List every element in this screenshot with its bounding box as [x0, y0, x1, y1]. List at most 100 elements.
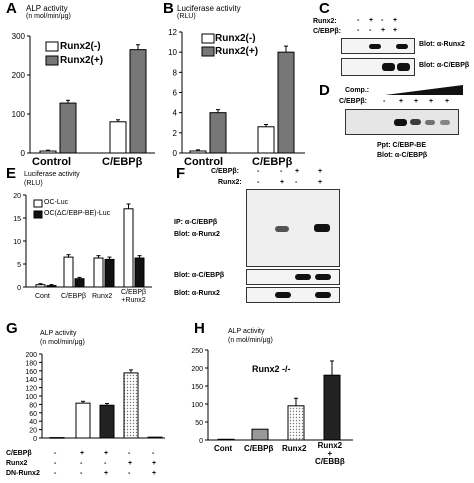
x-label-control: Control — [32, 156, 72, 168]
x-label-cont: Cont — [35, 293, 50, 300]
y-tick-label: 100 — [25, 394, 37, 401]
y-tick-label: 0 — [173, 149, 178, 158]
sign: - — [295, 179, 298, 186]
y-tick-label: 250 — [191, 348, 203, 355]
blot-cebp — [341, 58, 415, 76]
row-label-runx2: Runx2: — [218, 179, 242, 186]
y-title: Luciferase activity — [24, 171, 80, 178]
bar-runx2-plus — [129, 49, 147, 154]
y-tick-label: 2 — [173, 129, 178, 138]
bar-oc-luc — [35, 284, 46, 288]
legend-oc-delta-luc: OC(ΔC/EBP-BE)-Luc — [44, 210, 111, 217]
x-label-cont: Cont — [214, 444, 233, 453]
condition-sign: - — [80, 470, 83, 477]
blot-label-cebp: Blot: α-C/EBPβ — [174, 272, 225, 279]
panel-c: C Runx2: C/EBPβ: - + - + - - + + Blot: α… — [305, 0, 474, 80]
bar-runx2-minus — [109, 121, 127, 154]
panel-label: H — [194, 320, 205, 337]
x-label-combo: C/EBPβ +Runx2 — [121, 289, 147, 304]
cebp-label: C/EBPβ: — [339, 98, 367, 105]
bar — [217, 438, 235, 441]
y-units: (n mol/min/μg) — [228, 337, 273, 344]
blot-cebp — [246, 269, 340, 285]
y-tick-label: 0 — [199, 438, 203, 445]
y-tick-label: 5 — [17, 262, 21, 269]
legend-swatch — [45, 41, 59, 52]
panel-label: A — [6, 0, 17, 17]
chart-h: 0 50 100 150 200 250 — [191, 348, 353, 445]
panel-a: A ALP activity (n mol/min/μg) 0 100 200 300… — [0, 0, 160, 170]
row-label-cebp: C/EBPβ: — [313, 28, 341, 35]
y-tick-label: 10 — [168, 48, 177, 57]
y-title: ALP activity — [26, 4, 68, 13]
x-label-cebp: C/EBPβ — [61, 293, 87, 300]
row-label-cebp: C/EBPβ: — [211, 168, 239, 175]
sign: + — [414, 98, 419, 105]
y-tick-label: 8 — [173, 68, 178, 77]
sign: - — [257, 168, 260, 175]
bar-runx2-minus — [39, 150, 57, 154]
x-label-combo: Runx2 + C/EBBβ — [315, 441, 345, 466]
sign: - — [357, 27, 360, 34]
caption-ppt: Ppt: C/EBP-BE — [377, 142, 426, 149]
comp-wedge-icon — [385, 85, 463, 95]
legend-swatch — [33, 199, 43, 208]
y-tick-label: 6 — [173, 89, 178, 98]
panel-label: B — [163, 0, 174, 17]
sign: + — [399, 98, 404, 105]
x-label-cebp: C/EBPβ — [252, 156, 293, 168]
band — [315, 292, 331, 298]
y-tick-label: 80 — [29, 402, 37, 409]
x-label-control: Control — [184, 156, 224, 168]
band — [315, 274, 331, 280]
sign: - — [369, 27, 372, 34]
y-tick-label: 120 — [25, 386, 37, 393]
panel-d: D Comp.: C/EBPβ: - + + + + Ppt: C/EBP-BE… — [305, 82, 474, 162]
bar-oc-delta-luc — [46, 285, 57, 288]
band — [275, 292, 291, 298]
band — [440, 120, 450, 125]
panel-e: E Luciferase activity (RLU) 0 5 10 15 20 OC-… — [0, 165, 160, 315]
bar — [147, 436, 163, 439]
panel-h: H ALP activity (n mol/min/μg) Runx2 -/- … — [178, 320, 474, 483]
condition-sign: - — [80, 460, 83, 467]
bar — [123, 372, 139, 439]
legend-runx2-plus: Runx2(+) — [60, 55, 104, 66]
panel-label: C — [319, 0, 330, 17]
sign: + — [393, 27, 398, 34]
band — [394, 119, 407, 126]
bar-runx2-minus — [257, 126, 275, 154]
chart-b: 0 2 4 6 8 10 12 — [168, 28, 305, 158]
bar-oc-delta-luc — [134, 257, 145, 288]
bar-runx2-plus — [277, 51, 295, 154]
genotype-label: Runx2 -/- — [252, 364, 291, 374]
condition-sign: + — [152, 470, 157, 477]
x-label-cebp: C/EBPβ — [102, 156, 143, 168]
ip-blot-label: Blot: α-Runx2 — [174, 231, 220, 238]
band — [425, 120, 435, 125]
y-tick-label: 200 — [191, 366, 203, 373]
blot-dna-pulldown — [345, 109, 459, 135]
y-tick-label: 4 — [173, 109, 178, 118]
y-tick-label: 100 — [12, 110, 26, 119]
condition-sign: - — [54, 460, 57, 467]
condition-sign: - — [104, 460, 107, 467]
chart-e: 0 5 10 15 20 — [13, 193, 152, 292]
legend-runx2-minus: Runx2(-) — [215, 33, 256, 44]
row-label-dn-runx2: DN-Runx2 — [6, 470, 40, 477]
y-title: Luciferase activity — [177, 4, 241, 13]
bar-runx2-plus — [59, 102, 77, 154]
band — [382, 63, 395, 71]
caption-blot: Blot: α-C/EBPβ — [377, 152, 428, 159]
bar-oc-luc — [93, 257, 104, 288]
sign: - — [280, 168, 283, 175]
legend-swatch — [45, 55, 59, 66]
y-units: (RLU) — [177, 13, 196, 20]
bar-runx2-plus — [209, 112, 227, 154]
y-tick-label: 60 — [29, 411, 37, 418]
condition-sign: - — [152, 450, 155, 457]
row-label-cebp: C/EBPβ — [6, 450, 32, 457]
band — [295, 274, 311, 280]
y-tick-label: 200 — [25, 352, 37, 359]
